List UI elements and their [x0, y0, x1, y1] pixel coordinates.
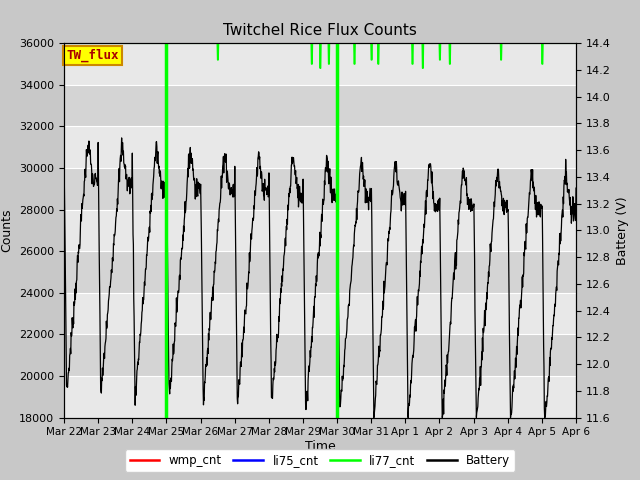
- Bar: [64, 335, 576, 376]
- X-axis label: Time: Time: [305, 440, 335, 453]
- Title: Twitchel Rice Flux Counts: Twitchel Rice Flux Counts: [223, 23, 417, 38]
- Legend: wmp_cnt, li75_cnt, li77_cnt, Battery: wmp_cnt, li75_cnt, li77_cnt, Battery: [125, 449, 515, 472]
- Bar: [64, 168, 576, 210]
- Bar: [64, 85, 576, 126]
- Text: TW_flux: TW_flux: [67, 49, 119, 62]
- Y-axis label: Counts: Counts: [1, 209, 13, 252]
- Bar: [64, 251, 576, 293]
- Y-axis label: Battery (V): Battery (V): [616, 196, 629, 264]
